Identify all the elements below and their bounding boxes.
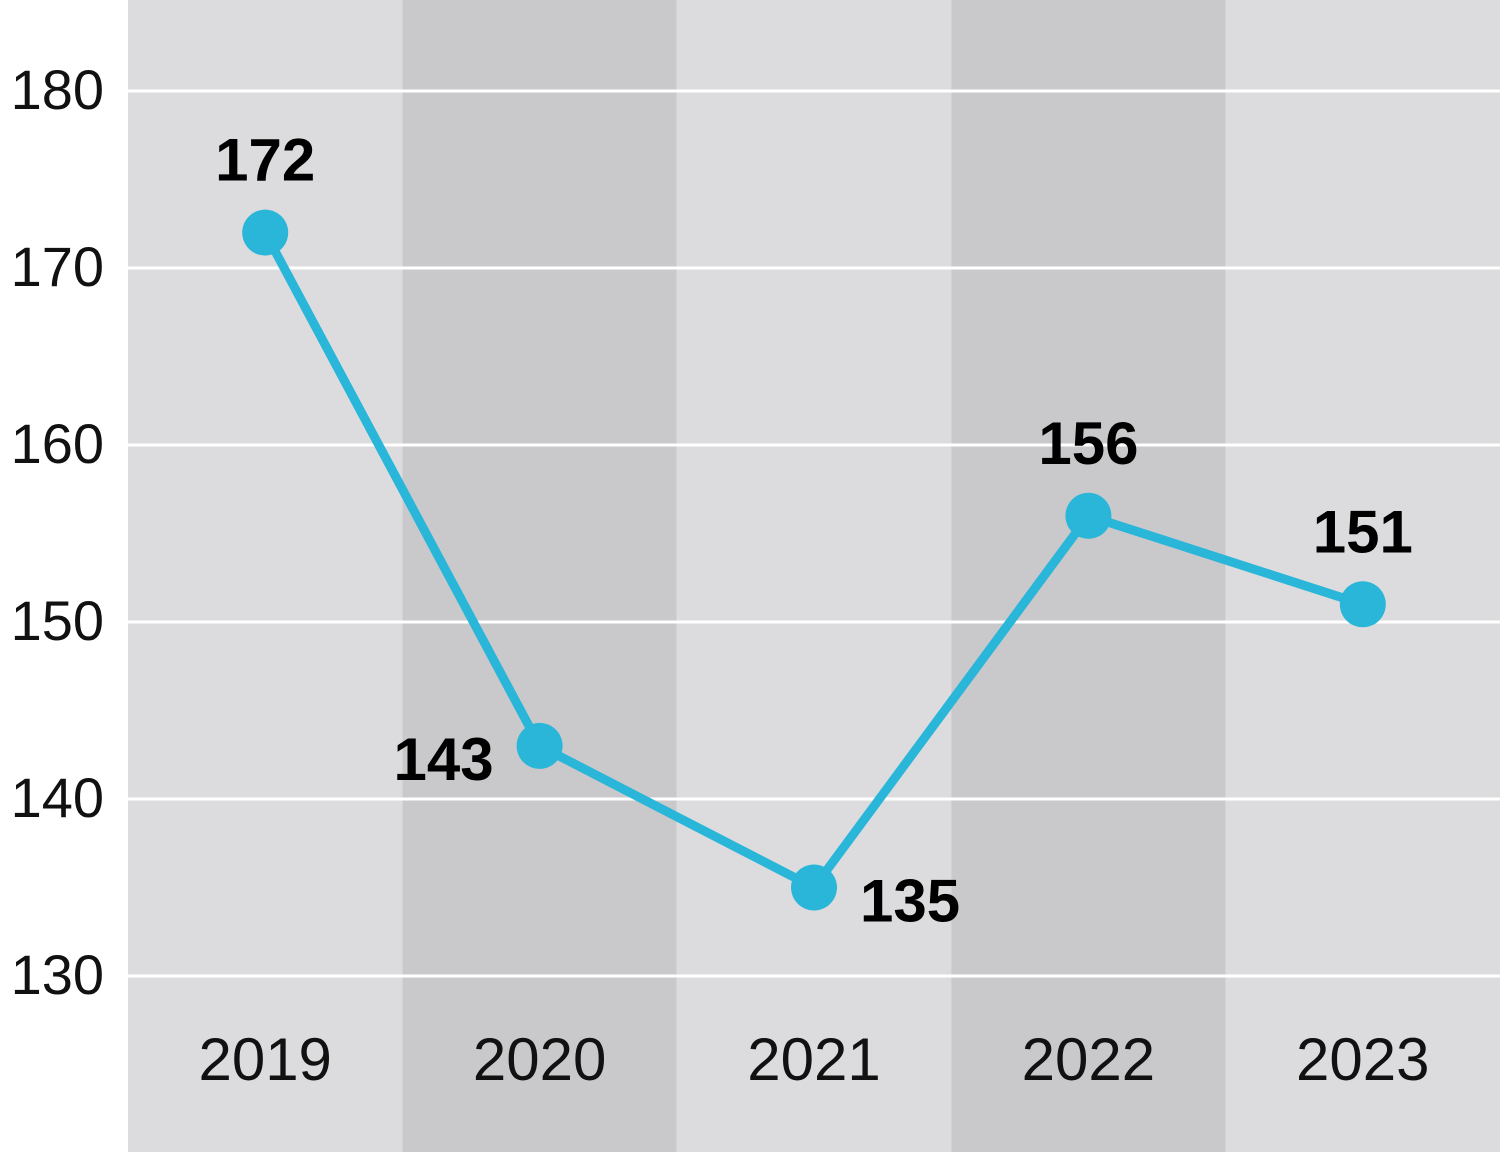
column-bands xyxy=(128,0,1500,1152)
y-tick-label: 150 xyxy=(11,589,104,652)
data-labels: 172 143 135 156 151 xyxy=(215,127,1413,935)
column-band-2019 xyxy=(128,0,403,1152)
column-band-2020 xyxy=(402,0,677,1152)
data-label: 172 xyxy=(215,127,315,194)
data-label: 143 xyxy=(393,726,493,793)
series-line xyxy=(242,209,1386,911)
x-tick-label: 2021 xyxy=(747,1026,880,1093)
data-label: 151 xyxy=(1313,498,1413,565)
data-label: 135 xyxy=(860,868,960,935)
y-tick-label: 160 xyxy=(11,412,104,475)
data-label: 156 xyxy=(1038,410,1138,477)
data-point-2022 xyxy=(1065,492,1112,539)
gridlines xyxy=(128,89,1500,978)
x-tick-label: 2023 xyxy=(1296,1026,1429,1093)
y-tick-label: 170 xyxy=(11,235,104,298)
x-tick-label: 2020 xyxy=(473,1026,606,1093)
column-band-2021 xyxy=(676,0,952,1152)
x-tick-label: 2019 xyxy=(198,1026,331,1093)
y-tick-label: 140 xyxy=(11,766,104,829)
column-band-2022 xyxy=(951,0,1226,1152)
data-point-2020 xyxy=(516,722,563,769)
y-tick-label: 180 xyxy=(11,58,104,121)
data-point-2021 xyxy=(791,864,837,911)
data-point-2023 xyxy=(1339,581,1386,628)
y-axis: 130 140 150 160 170 180 xyxy=(11,58,104,1006)
x-axis: 2019 2020 2021 2022 2023 xyxy=(198,1026,1429,1093)
y-tick-label: 130 xyxy=(11,943,104,1006)
data-point-2019 xyxy=(242,209,289,256)
x-tick-label: 2022 xyxy=(1022,1026,1155,1093)
